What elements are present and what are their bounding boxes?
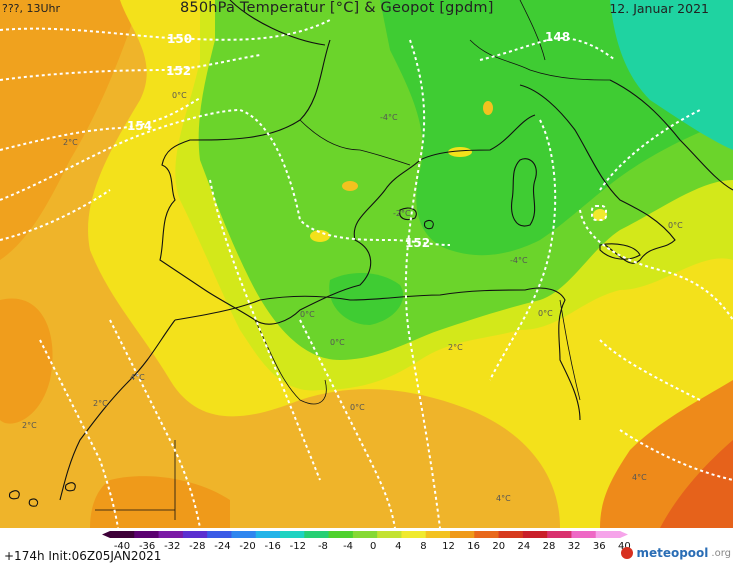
legend-area: -40 -36 -32 -28 -24 -20 -16 -12 -8 -4 0 4 8 12 16 20 24 2… <box>0 528 733 566</box>
legend-tick-label: -32 <box>164 541 180 552</box>
legend-swatch <box>401 531 427 538</box>
temp-label: 0°C <box>350 403 365 412</box>
geopot-label: 152 <box>405 236 430 250</box>
legend-tick-label: -8 <box>318 541 328 552</box>
legend-tick-label: -24 <box>214 541 230 552</box>
legend-swatch <box>450 531 475 538</box>
legend-swatch <box>474 531 500 538</box>
legend-arrow-low <box>102 531 110 538</box>
legend-tick-label: -16 <box>265 541 281 552</box>
legend-tick-label: -28 <box>189 541 205 552</box>
temp-label: 4°C <box>496 494 511 503</box>
header-left-label: ???, 13Uhr <box>2 2 61 15</box>
legend-swatch <box>595 531 621 538</box>
legend-swatch <box>328 531 354 538</box>
legend-swatch <box>231 531 257 538</box>
legend-tick-label: 0 <box>370 541 376 552</box>
valid-date: 12. Januar 2021 <box>609 1 709 16</box>
legend-swatch <box>207 531 232 538</box>
legend-arrow-high <box>620 531 628 538</box>
legend-swatch <box>571 531 597 538</box>
geopot-label: 150 <box>167 32 192 46</box>
meteopool-logo[interactable]: meteopool .org <box>621 546 731 560</box>
temp-label: 2°C <box>22 421 37 430</box>
legend-tick-label: -36 <box>139 541 155 552</box>
temp-label: 0°C <box>330 338 345 347</box>
temperature-map: 150 152 154 148 152 0°C 0°C 0°C 0°C 0°C … <box>0 0 733 528</box>
legend-tick-label: -40 <box>114 541 130 552</box>
color-scale-legend: -40 -36 -32 -28 -24 -20 -16 -12 -8 -4 0 4 8 12 16 20 24 2… <box>102 531 631 552</box>
logo-name: meteopool <box>636 546 709 560</box>
legend-tick-label: 32 <box>568 541 581 552</box>
map-title: 850hPa Temperatur [°C] & Geopot [gpdm] <box>180 0 494 16</box>
geopot-label: 148 <box>545 30 570 44</box>
temp-label: 2°C <box>93 399 108 408</box>
legend-tick-label: -4 <box>343 541 353 552</box>
temp-label: 0°C <box>300 310 315 319</box>
legend-tick-label: 12 <box>442 541 455 552</box>
logo-icon <box>621 547 634 559</box>
legend-swatch <box>280 531 305 538</box>
geopot-label: 152 <box>166 64 191 78</box>
legend-swatch <box>182 531 208 538</box>
temp-label: 2°C <box>448 343 463 352</box>
temp-label: 4°C <box>632 473 647 482</box>
legend-swatch <box>522 531 548 538</box>
temp-label: -4°C <box>510 256 528 265</box>
legend-tick-label: 20 <box>492 541 505 552</box>
legend-swatch <box>498 531 524 538</box>
geopot-label: 154 <box>127 119 152 133</box>
temp-label: 0°C <box>172 91 187 100</box>
legend-tick-label: 16 <box>467 541 480 552</box>
legend-tick-label: 8 <box>420 541 426 552</box>
legend-tick-label: 28 <box>543 541 556 552</box>
legend-swatch <box>377 531 402 538</box>
legend-swatch <box>304 531 330 538</box>
legend-tick-label: 40 <box>618 541 631 552</box>
legend-swatch <box>352 531 378 538</box>
run-info: +174h Init:06Z05JAN2021 <box>4 549 162 563</box>
legend-tick-label: 36 <box>593 541 606 552</box>
logo-suffix: .org <box>711 547 731 559</box>
legend-tick-label: 4 <box>395 541 401 552</box>
legend-tick-label: -20 <box>239 541 255 552</box>
legend-swatch <box>158 531 184 538</box>
legend-swatch <box>134 531 160 538</box>
temp-label: 4°C <box>130 373 145 382</box>
legend-swatch <box>547 531 572 538</box>
legend-swatch <box>255 531 281 538</box>
legend-tick-label: -12 <box>290 541 306 552</box>
temp-label: -4°C <box>380 113 398 122</box>
temp-label: 0°C <box>668 221 683 230</box>
legend-swatch <box>110 531 135 538</box>
temp-label: 2°C <box>63 138 78 147</box>
legend-swatch <box>425 531 451 538</box>
temp-label: -2°C <box>393 209 411 218</box>
legend-tick-label: 24 <box>518 541 531 552</box>
temp-label: 0°C <box>538 309 553 318</box>
